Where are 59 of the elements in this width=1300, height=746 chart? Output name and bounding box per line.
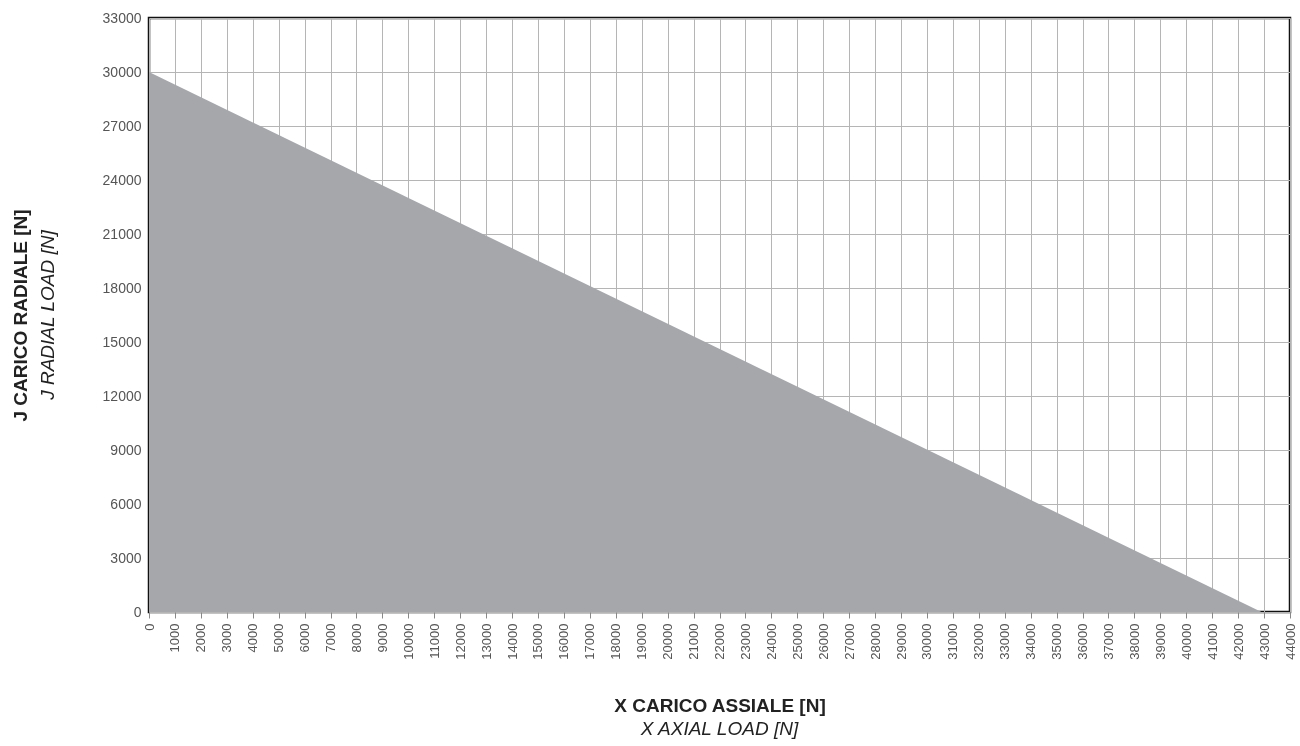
x-tick-label: 12000: [452, 623, 468, 660]
x-tick-label: 35000: [1049, 623, 1065, 660]
x-tick-label: 20000: [660, 623, 676, 660]
y-tick-label: 27000: [102, 117, 142, 134]
x-tick-label: 0: [141, 623, 157, 631]
x-tick-label: 3000: [219, 623, 235, 653]
x-tick-label: 29000: [893, 623, 909, 660]
y-tick-label: 6000: [110, 495, 142, 512]
y-tick-label: 12000: [102, 387, 142, 404]
x-tick-label: 27000: [841, 623, 857, 660]
x-tick-label: 7000: [323, 623, 339, 653]
x-tick-label: 41000: [1204, 623, 1220, 660]
x-tick-label: 39000: [1152, 623, 1168, 660]
text: J CARICO RADIALE [N] J RADIAL LOAD [N]: [9, 209, 58, 422]
x-tick-label: 4000: [245, 623, 261, 653]
x-tick-label: 15000: [530, 623, 546, 660]
x-tick-label: 14000: [504, 623, 520, 660]
x-tick-label: 11000: [426, 623, 442, 659]
y-tick-label: 33000: [102, 9, 142, 26]
x-tick-label: 17000: [582, 623, 598, 660]
x-tick-label: 32000: [971, 623, 987, 660]
x-tick-label: 37000: [1100, 623, 1116, 660]
x-tick-label: 34000: [1023, 623, 1039, 660]
x-tick-label: 28000: [867, 623, 883, 660]
y-tick-label: 9000: [110, 441, 142, 458]
x-tick-label: 26000: [815, 623, 831, 660]
x-tick-label: 18000: [608, 623, 624, 660]
x-tick-label: 38000: [1126, 623, 1142, 660]
x-tick-label: 22000: [712, 623, 727, 660]
x-tick-label: 8000: [348, 623, 364, 653]
y-tick-label: 3000: [110, 549, 142, 566]
x-tick-label: 21000: [686, 623, 702, 660]
y-tick-label: 15000: [102, 333, 142, 350]
x-tick-label: 13000: [478, 623, 494, 660]
x-tick-label: 1000: [167, 623, 183, 653]
x-tick-label: 42000: [1230, 623, 1246, 660]
x-tick-label: 6000: [297, 623, 313, 653]
x-tick-label: 23000: [737, 623, 753, 660]
x-tick-label: 25000: [789, 623, 805, 660]
x-tick-label: 40000: [1178, 623, 1194, 660]
x-tick-label: 2000: [193, 623, 209, 653]
x-tick-label: 44000: [1282, 623, 1298, 660]
y-tick-label: 24000: [102, 171, 142, 188]
x-tick-label: 36000: [1075, 623, 1091, 660]
x-tick-label: 10000: [400, 623, 416, 660]
y-tick-label: 21000: [102, 225, 142, 242]
x-tick-label: 24000: [763, 623, 779, 660]
x-tick-label: 9000: [374, 623, 390, 653]
x-tick-label: 19000: [634, 623, 650, 660]
text: X CARICO ASSIALE [N] X AXIAL LOAD [N]: [614, 694, 826, 739]
x-tick-label: 16000: [556, 623, 572, 660]
y-tick-label: 18000: [102, 279, 142, 296]
x-tick-label: 43000: [1256, 623, 1272, 660]
x-tick-label: 31000: [945, 623, 961, 660]
y-tick-label: 30000: [102, 63, 142, 80]
x-tick-label: 30000: [919, 623, 935, 660]
x-tick-label: 33000: [997, 623, 1013, 660]
y-tick-label: 0: [133, 603, 142, 620]
x-tick-label: 5000: [271, 623, 287, 653]
